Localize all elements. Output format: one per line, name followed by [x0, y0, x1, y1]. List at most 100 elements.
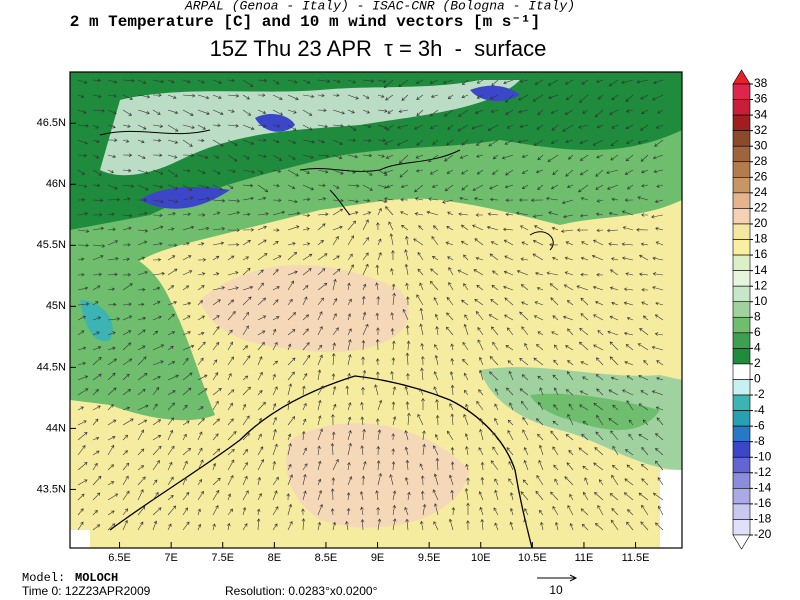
wind-arrow — [532, 214, 544, 218]
wind-arrow — [384, 197, 394, 201]
wind-arrow — [92, 492, 101, 501]
wind-arrow — [401, 224, 409, 231]
y-tick-label: 44N — [46, 422, 66, 434]
wind-arrow — [107, 109, 117, 115]
wind-arrow — [257, 401, 266, 411]
wind-arrow — [256, 518, 261, 531]
wind-arrow — [317, 490, 323, 501]
wind-arrow — [508, 478, 514, 486]
wind-arrow — [579, 327, 589, 336]
wind-arrow — [450, 413, 455, 426]
wind-arrow — [537, 375, 544, 381]
x-tick-label: 10E — [471, 552, 491, 564]
wind-arrow — [107, 358, 117, 366]
wind-arrow — [457, 109, 469, 117]
wind-arrow — [332, 93, 340, 98]
wind-arrow — [242, 475, 248, 486]
wind-arrow — [242, 461, 248, 471]
wind-arrow — [362, 198, 371, 203]
colorbar-label: -8 — [754, 434, 765, 448]
wind-arrow — [565, 169, 574, 177]
wind-arrow — [107, 138, 118, 142]
wind-arrow — [197, 109, 210, 115]
wind-arrow — [359, 491, 364, 501]
wind-arrow — [257, 446, 264, 456]
wind-arrow — [317, 108, 327, 113]
wind-arrow — [152, 403, 158, 411]
wind-arrow — [509, 507, 514, 516]
wind-arrow — [492, 341, 499, 351]
wind-arrow — [137, 329, 146, 336]
wind-arrow — [182, 79, 191, 84]
wind-arrow — [654, 139, 664, 147]
wind-arrow — [167, 212, 176, 216]
wind-arrow — [77, 229, 90, 233]
wind-arrow — [332, 225, 343, 231]
wind-arrow — [317, 268, 326, 276]
wind-arrow — [107, 302, 117, 307]
wind-arrow — [272, 198, 282, 203]
wind-arrow — [227, 299, 235, 306]
wind-arrow — [389, 233, 394, 246]
wind-arrow — [227, 475, 234, 486]
wind-arrow — [272, 139, 280, 144]
wind-arrow — [536, 286, 544, 291]
wind-arrow — [628, 419, 634, 426]
wind-arrow — [197, 242, 205, 246]
wind-arrow — [655, 301, 664, 306]
alps-snow — [100, 80, 520, 176]
wind-arrow — [212, 489, 220, 501]
wind-arrow — [504, 184, 514, 189]
wind-arrow — [287, 109, 297, 114]
wind-arrow — [332, 521, 337, 531]
wind-arrow — [641, 183, 649, 188]
wind-arrow — [488, 139, 499, 147]
wind-arrow — [167, 94, 177, 99]
wind-arrow — [432, 225, 439, 231]
wind-arrow — [182, 433, 187, 441]
wind-arrow — [347, 442, 352, 456]
wind-arrow — [345, 385, 350, 396]
wind-arrow — [167, 300, 178, 306]
wind-arrow — [107, 184, 118, 190]
wind-arrow — [407, 412, 411, 426]
wind-arrow — [362, 283, 367, 291]
wind-arrow — [77, 361, 86, 366]
wind-arrow — [390, 328, 395, 336]
wind-arrow — [553, 387, 559, 396]
wind-arrow — [107, 331, 116, 336]
wind-arrow — [92, 346, 102, 351]
wind-arrow — [431, 255, 439, 261]
wind-arrow — [317, 197, 327, 201]
wind-arrow — [302, 184, 315, 191]
no-data — [660, 470, 682, 548]
wind-arrow — [272, 316, 280, 321]
wind-arrow — [405, 352, 410, 366]
wind-arrow — [182, 225, 195, 231]
wind-arrow — [302, 447, 307, 456]
wind-arrow — [197, 490, 204, 501]
wind-arrow — [626, 521, 634, 531]
wind-arrow — [122, 168, 132, 173]
wind-arrow — [457, 124, 469, 132]
wind-arrow — [459, 196, 469, 201]
wind-arrow — [405, 459, 410, 471]
wind-arrow — [272, 476, 279, 486]
wind-arrow — [362, 237, 369, 246]
wind-arrow — [581, 79, 589, 85]
wind-arrow — [242, 256, 250, 261]
colorbar-label: 26 — [754, 169, 768, 183]
wind-arrow — [419, 323, 424, 336]
wind-arrow — [656, 184, 664, 188]
wind-arrow — [565, 94, 574, 100]
wind-arrow — [417, 251, 424, 261]
wind-arrow — [212, 315, 220, 321]
wind-arrow — [332, 198, 344, 203]
wind-arrow — [331, 352, 336, 366]
wind-arrow — [504, 94, 514, 103]
wind-arrow — [447, 256, 454, 261]
wind-arrow — [302, 139, 316, 144]
wind-arrow — [182, 372, 193, 381]
wind-arrow — [509, 402, 514, 411]
colorbar-box — [732, 177, 751, 194]
